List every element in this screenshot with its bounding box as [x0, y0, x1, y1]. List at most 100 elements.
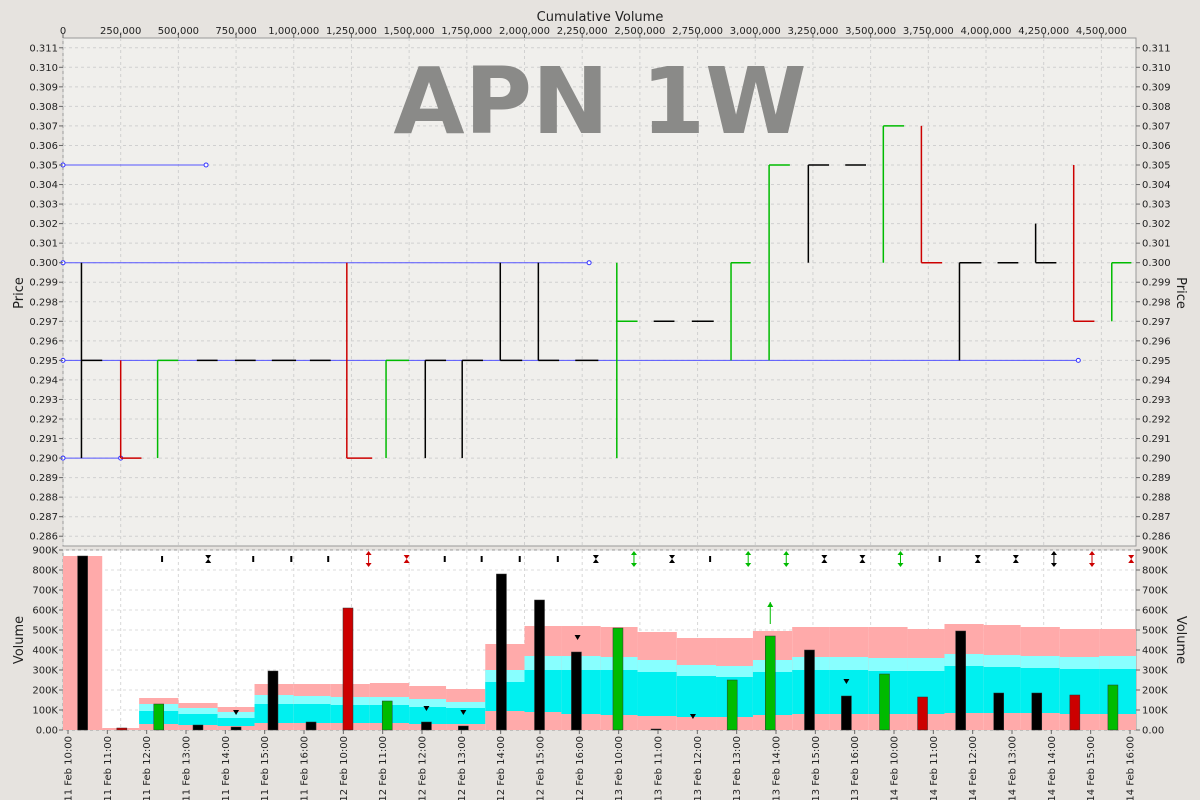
x-tick-label: 4,250,000 [1018, 26, 1069, 37]
volume-tick-label-left: 500K [32, 626, 58, 637]
price-tick-label-right: 0.294 [1142, 375, 1171, 386]
top-marker-hourglass-top [821, 555, 828, 559]
volume-band-cyan [446, 708, 486, 724]
price-tick-label-right: 0.307 [1142, 121, 1171, 132]
top-marker-up-head [745, 551, 752, 555]
time-tick-label: 13 Feb 15:00 [811, 736, 822, 800]
volume-tick-label-right: 600K [1142, 606, 1168, 617]
price-tick-label-right: 0.306 [1142, 141, 1171, 152]
volume-bar [192, 724, 204, 731]
price-tick-label-right: 0.289 [1142, 473, 1171, 484]
x-tick-label: 2,750,000 [672, 26, 723, 37]
x-tick-label: 500,000 [158, 26, 199, 37]
price-level-end-dot [586, 260, 592, 266]
x-tick-label: 3,750,000 [903, 26, 954, 37]
price-tick-label-left: 0.293 [29, 395, 58, 406]
volume-tick-label-right: 0.00 [1142, 726, 1164, 737]
price-tick-label-left: 0.303 [29, 200, 58, 211]
volume-tick-label-left: 700K [32, 586, 58, 597]
price-tick-label-left: 0.300 [29, 258, 58, 269]
top-marker-hourglass-top [669, 555, 676, 559]
x-tick-label: 1,750,000 [441, 26, 492, 37]
time-tick-label: 14 Feb 11:00 [929, 736, 940, 800]
x-tick-label: 250,000 [100, 26, 141, 37]
price-tick-label-left: 0.296 [29, 336, 58, 347]
time-tick-label: 13 Feb 10:00 [614, 736, 625, 800]
volume-bar [342, 607, 354, 731]
price-level-end-dot [1075, 357, 1081, 363]
top-marker-hourglass-bottom [669, 559, 676, 563]
volume-bar [421, 721, 432, 731]
top-marker-up-head [630, 551, 637, 555]
price-tick-label-right: 0.290 [1142, 454, 1171, 465]
price-tick-label-right: 0.304 [1142, 180, 1171, 191]
top-marker-down-head [365, 563, 372, 567]
x-tick-label: 3,250,000 [787, 26, 838, 37]
volume-band-cyan [409, 707, 447, 724]
volume-marker-down [460, 710, 467, 715]
price-tick-label-right: 0.287 [1142, 512, 1171, 523]
volume-bar [993, 692, 1004, 731]
price-tick-label-left: 0.307 [29, 121, 58, 132]
time-tick-label: 14 Feb 10:00 [890, 736, 901, 800]
price-tick-label-left: 0.306 [29, 141, 58, 152]
time-tick-label: 13 Feb 11:00 [654, 736, 665, 800]
price-tick-label-left: 0.292 [29, 415, 58, 426]
top-axis-label: Cumulative Volume [537, 10, 664, 25]
volume-tick-label-right: 200K [1142, 686, 1168, 697]
top-marker-hourglass-bottom [821, 559, 828, 563]
chart-watermark: APN 1W [393, 48, 806, 155]
top-marker-down-head [630, 563, 637, 567]
top-marker-hourglass-top [403, 555, 410, 559]
volume-tick-label-left: 400K [32, 646, 58, 657]
volume-marker-down [574, 635, 581, 640]
x-tick-label: 1,000,000 [268, 26, 319, 37]
volume-band-cyan [178, 714, 218, 725]
x-tick-label: 750,000 [215, 26, 256, 37]
price-tick-label-left: 0.305 [29, 161, 58, 172]
top-marker-hourglass-top [859, 555, 866, 559]
volume-tick-label-left: 100K [32, 706, 58, 717]
volume-bar [534, 599, 545, 731]
price-axis-label-right: Price [1173, 277, 1188, 309]
time-tick-label: 13 Feb 12:00 [693, 736, 704, 800]
x-tick-label: 2,500,000 [614, 26, 665, 37]
price-tick-label-right: 0.288 [1142, 493, 1171, 504]
marker-layer [161, 551, 1135, 719]
time-tick-label: 14 Feb 12:00 [968, 736, 979, 800]
price-tick-label-right: 0.291 [1142, 434, 1171, 445]
volume-bar [917, 696, 928, 731]
top-marker-hourglass-top [974, 555, 981, 559]
volume-bar [267, 670, 279, 731]
time-tick-label: 12 Feb 13:00 [457, 736, 468, 800]
time-tick-label: 11 Feb 10:00 [64, 736, 75, 800]
time-tick-label: 14 Feb 13:00 [1008, 736, 1019, 800]
time-tick-label: 13 Feb 16:00 [850, 736, 861, 800]
top-marker-up-head [1089, 551, 1096, 555]
price-tick-label-left: 0.311 [29, 43, 58, 54]
volume-band-cyan [217, 718, 255, 726]
top-marker-hourglass-top [1128, 555, 1135, 559]
top-marker-hourglass-bottom [592, 559, 599, 563]
axis-layer: 0 250,000 500,000 750,000 1,000,000 1,250,000… [29, 26, 1170, 800]
volume-tick-label-right: 700K [1142, 586, 1168, 597]
volume-bar-layer [77, 555, 1119, 731]
volume-tick-label-right: 300K [1142, 666, 1168, 677]
price-bar-layer [80, 125, 1132, 459]
top-marker-hourglass-bottom [1012, 559, 1019, 563]
price-tick-label-left: 0.286 [29, 532, 58, 543]
top-marker-hourglass-bottom [859, 559, 866, 563]
top-marker-hourglass-top [592, 555, 599, 559]
price-tick-label-left: 0.310 [29, 63, 58, 74]
volume-tick-label-left: 900K [32, 546, 58, 557]
volume-bar [230, 726, 242, 731]
top-marker-down-head [745, 563, 752, 567]
volume-bar [496, 573, 507, 731]
price-tick-label-right: 0.295 [1142, 356, 1171, 367]
time-tick-label: 14 Feb 15:00 [1086, 736, 1097, 800]
volume-bar [571, 651, 582, 731]
price-tick-label-right: 0.292 [1142, 415, 1171, 426]
x-tick-label: 0 [60, 26, 66, 37]
price-tick-label-left: 0.308 [29, 102, 58, 113]
